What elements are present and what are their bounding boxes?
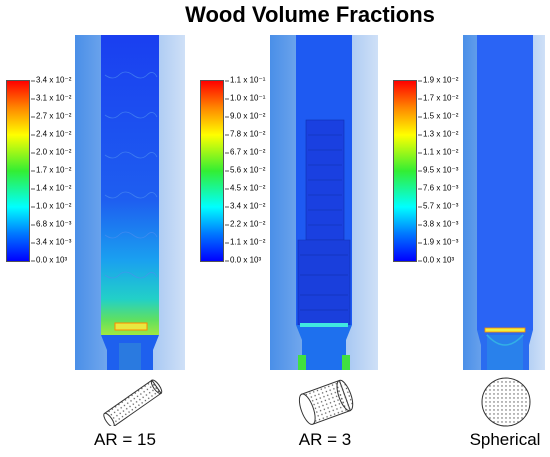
tick-label: 1.7 x 10⁻²	[417, 93, 459, 103]
colorbar-spherical	[393, 80, 417, 262]
tick-label: 3.4 x 10⁻³	[30, 237, 72, 247]
cylinder-ar15-icon	[103, 379, 163, 426]
tick-label: 3.4 x 10⁻²	[224, 201, 266, 211]
tick-label: 1.0 x 10⁻¹	[224, 93, 266, 103]
tick-label: 1.5 x 10⁻²	[417, 111, 459, 121]
tick-label: 2.0 x 10⁻²	[30, 147, 72, 157]
colorbar-ar3	[200, 80, 224, 262]
cylinder-ar3-icon	[298, 379, 354, 425]
figure-title: Wood Volume Fractions	[185, 2, 435, 27]
colorbar-ticks-spherical: 1.9 x 10⁻² 1.7 x 10⁻² 1.5 x 10⁻² 1.3 x 1…	[417, 76, 493, 265]
caption-spherical: Spherical	[469, 430, 541, 449]
tick-label: 4.5 x 10⁻²	[224, 183, 266, 193]
tick-label: 3.8 x 10⁻³	[417, 219, 459, 229]
tick-label: 5.6 x 10⁻²	[224, 165, 266, 175]
simulation-panel-ar3	[270, 35, 378, 370]
tick-label: 5.7 x 10⁻³	[417, 201, 459, 211]
tick-label: 1.3 x 10⁻²	[417, 129, 459, 139]
tick-label: 1.9 x 10⁻³	[417, 237, 459, 247]
tick-label: 0.0 x 10³	[30, 255, 68, 265]
tick-label: 2.4 x 10⁻²	[30, 129, 72, 139]
tick-label: 0.0 x 10³	[224, 255, 262, 265]
tick-label: 0.0 x 10³	[417, 255, 455, 265]
tick-label: 7.8 x 10⁻²	[224, 129, 266, 139]
tick-label: 6.8 x 10⁻³	[30, 219, 72, 229]
tick-label: 2.7 x 10⁻²	[30, 111, 72, 121]
caption-ar15: AR = 15	[94, 430, 156, 449]
colorbar-ticks-ar3: 1.1 x 10⁻¹ 1.0 x 10⁻¹ 9.0 x 10⁻² 7.8 x 1…	[224, 76, 300, 265]
tick-label: 7.6 x 10⁻³	[417, 183, 459, 193]
tick-label: 1.0 x 10⁻²	[30, 201, 72, 211]
simulation-panel-ar15	[75, 35, 185, 370]
tick-label: 1.4 x 10⁻²	[30, 183, 72, 193]
simulation-panel-spherical	[463, 35, 545, 370]
tick-label: 6.7 x 10⁻²	[224, 147, 266, 157]
tick-label: 9.0 x 10⁻²	[224, 111, 266, 121]
tick-label: 1.7 x 10⁻²	[30, 165, 72, 175]
tick-label: 2.2 x 10⁻²	[224, 219, 266, 229]
caption-ar3: AR = 3	[298, 430, 352, 449]
tick-label: 3.1 x 10⁻²	[30, 93, 72, 103]
sphere-icon	[481, 377, 531, 427]
tick-label: 1.1 x 10⁻²	[417, 147, 459, 157]
tick-label: 1.1 x 10⁻¹	[224, 75, 266, 85]
tick-label: 1.1 x 10⁻²	[224, 237, 266, 247]
colorbar-ticks-ar15: 3.4 x 10⁻² 3.1 x 10⁻² 2.7 x 10⁻² 2.4 x 1…	[30, 76, 106, 265]
tick-label: 9.5 x 10⁻³	[417, 165, 459, 175]
tick-label: 3.4 x 10⁻²	[30, 75, 72, 85]
colorbar-ar15	[6, 80, 30, 262]
tick-label: 1.9 x 10⁻²	[417, 75, 459, 85]
